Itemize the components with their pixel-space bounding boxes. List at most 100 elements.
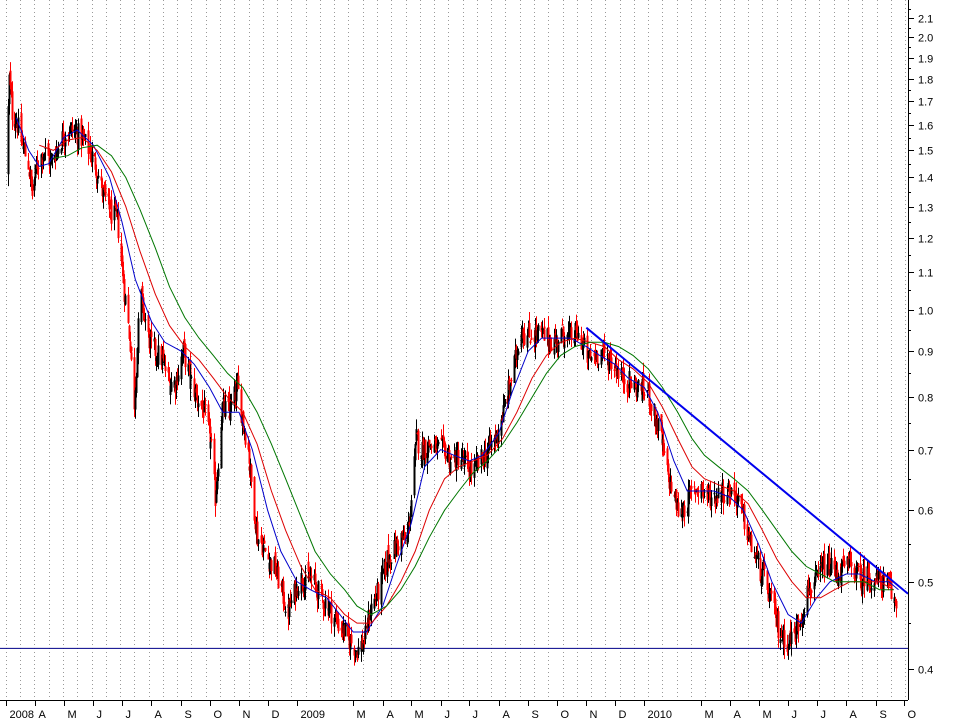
candle-body [867, 568, 870, 576]
candle-body [630, 382, 633, 389]
candle-body [390, 562, 393, 564]
candle-body [836, 569, 839, 583]
candle-body [563, 344, 566, 349]
candle-body [116, 209, 119, 212]
candle-body [693, 486, 696, 488]
candle-body [566, 334, 569, 340]
candle-body [517, 351, 520, 355]
candle-body [262, 545, 265, 553]
candle-body [728, 487, 731, 498]
candle-body [162, 349, 165, 359]
candle-body [636, 387, 639, 398]
candle-body [214, 472, 217, 506]
x-tick-label: A [734, 709, 742, 721]
candle-body [617, 370, 620, 379]
candle-body [510, 380, 513, 382]
x-tick-label: J [821, 709, 827, 721]
candle-body [229, 402, 232, 421]
candle-body [460, 459, 463, 469]
candle-body [267, 554, 270, 560]
candle-body [502, 405, 505, 423]
candle-body [767, 584, 770, 602]
candle-body [441, 438, 444, 442]
moving-average-line [39, 136, 894, 624]
candle-body [489, 436, 492, 445]
candle-body [196, 395, 199, 403]
candle-body [580, 335, 583, 350]
y-tick-label: 1.9 [918, 54, 933, 66]
candle-body [230, 402, 233, 405]
candle-body [856, 566, 859, 569]
candle-body [810, 590, 813, 593]
candle-body [30, 169, 33, 185]
candle-body [646, 390, 649, 392]
candle-body [695, 491, 698, 493]
y-tick-label: 1.0 [918, 306, 933, 318]
candle-body [247, 442, 250, 450]
candle-body [17, 117, 20, 133]
y-tick-label: 1.4 [918, 173, 933, 185]
candle-body [407, 521, 410, 532]
candle-body [783, 630, 786, 648]
candle-body [362, 642, 365, 652]
candle-body [71, 125, 74, 131]
candle-body [237, 375, 240, 390]
candle-body [526, 335, 529, 348]
candle-body [463, 455, 466, 467]
candle-body [763, 561, 766, 569]
candle-body [577, 332, 580, 338]
x-tick-label: O [214, 709, 223, 721]
candle-body [309, 577, 312, 581]
candle-body [243, 430, 246, 432]
candle-body [504, 402, 507, 404]
candle-body [814, 572, 817, 583]
candle-body [107, 193, 110, 197]
candle-body [442, 435, 445, 439]
candle-body [562, 326, 565, 337]
candle-body [95, 171, 98, 179]
candle-body [534, 327, 537, 348]
candle-body [455, 447, 458, 472]
candle-body [849, 554, 852, 560]
candle-body [736, 496, 739, 508]
candle-body [321, 589, 324, 597]
candle-body [322, 602, 325, 610]
candle-body [137, 318, 140, 354]
candle-body [688, 491, 691, 496]
candle-body [120, 243, 123, 262]
resistance-trendline [585, 326, 909, 595]
candle-body [389, 559, 392, 565]
candle-body [41, 157, 44, 165]
candle-body [43, 152, 46, 158]
candle-body [780, 635, 783, 638]
candle-body [788, 634, 791, 649]
candle-body [541, 327, 544, 331]
candle-body [561, 324, 564, 326]
candle-body [448, 450, 451, 468]
candle-body [328, 604, 331, 614]
candle-body [774, 598, 777, 613]
candle-body [806, 585, 809, 615]
candle-body [779, 639, 782, 644]
candle-body [648, 383, 651, 407]
candle-body [33, 179, 36, 191]
candle-body [143, 313, 146, 315]
candle-body [694, 489, 697, 495]
candle-body [482, 459, 485, 467]
candle-body [297, 590, 300, 596]
x-tick-label: J [126, 709, 132, 721]
candle-body [409, 513, 412, 523]
candle-body [50, 159, 53, 163]
candle-body [726, 495, 729, 505]
x-tick-label: S [880, 709, 887, 721]
candle-body [264, 547, 267, 551]
candle-body [127, 294, 130, 323]
candle-body [837, 576, 840, 586]
candle-body [217, 468, 220, 477]
candle-body [436, 443, 439, 449]
candle-body [663, 451, 666, 453]
candle-body [627, 388, 630, 392]
candle-body [244, 433, 247, 445]
candle-body [130, 352, 133, 360]
x-tick-label: 2010 [648, 709, 672, 721]
